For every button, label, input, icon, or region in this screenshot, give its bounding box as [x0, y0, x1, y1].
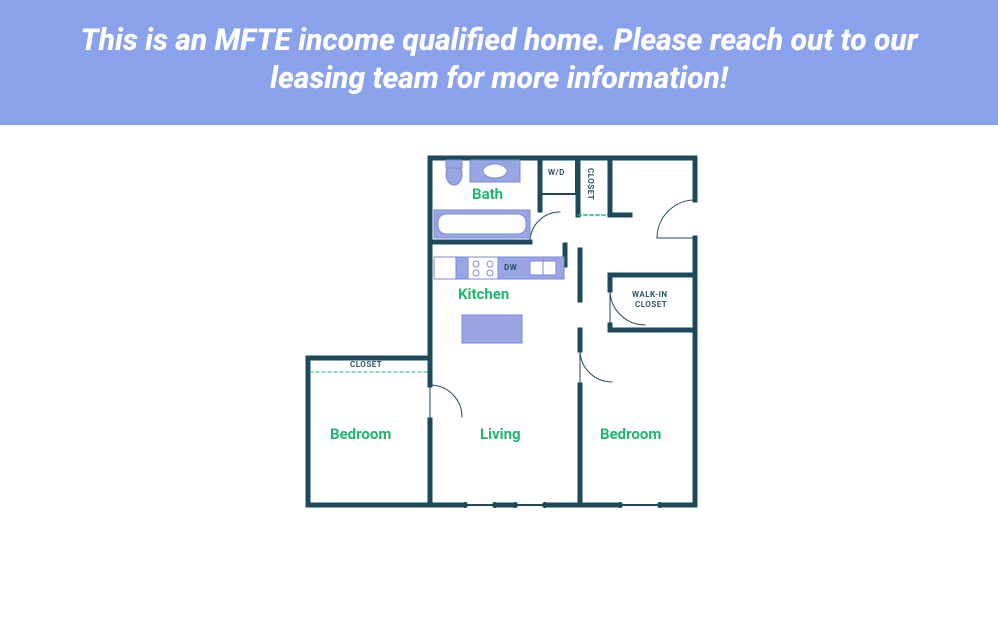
- label-walkin-2: CLOSET: [635, 300, 667, 309]
- label-dw: DW: [504, 263, 517, 272]
- label-bedroom-left: Bedroom: [330, 425, 391, 443]
- label-wd: W/D: [548, 168, 565, 177]
- label-bedroom-right: Bedroom: [600, 425, 661, 443]
- label-closet-left: CLOSET: [350, 360, 382, 369]
- label-living: Living: [480, 425, 521, 443]
- floorplan-svg: [300, 150, 720, 550]
- floorplan: Bath Kitchen Living Bedroom Bedroom W/D …: [300, 150, 720, 554]
- label-closet-top: CLOSET: [586, 168, 595, 200]
- floorplan-container: Bath Kitchen Living Bedroom Bedroom W/D …: [0, 125, 998, 605]
- label-kitchen: Kitchen: [458, 285, 509, 303]
- info-banner: This is an MFTE income qualified home. P…: [0, 0, 998, 125]
- banner-text: This is an MFTE income qualified home. P…: [80, 23, 917, 96]
- label-bath: Bath: [472, 185, 503, 203]
- label-walkin-1: WALK-IN: [632, 290, 668, 299]
